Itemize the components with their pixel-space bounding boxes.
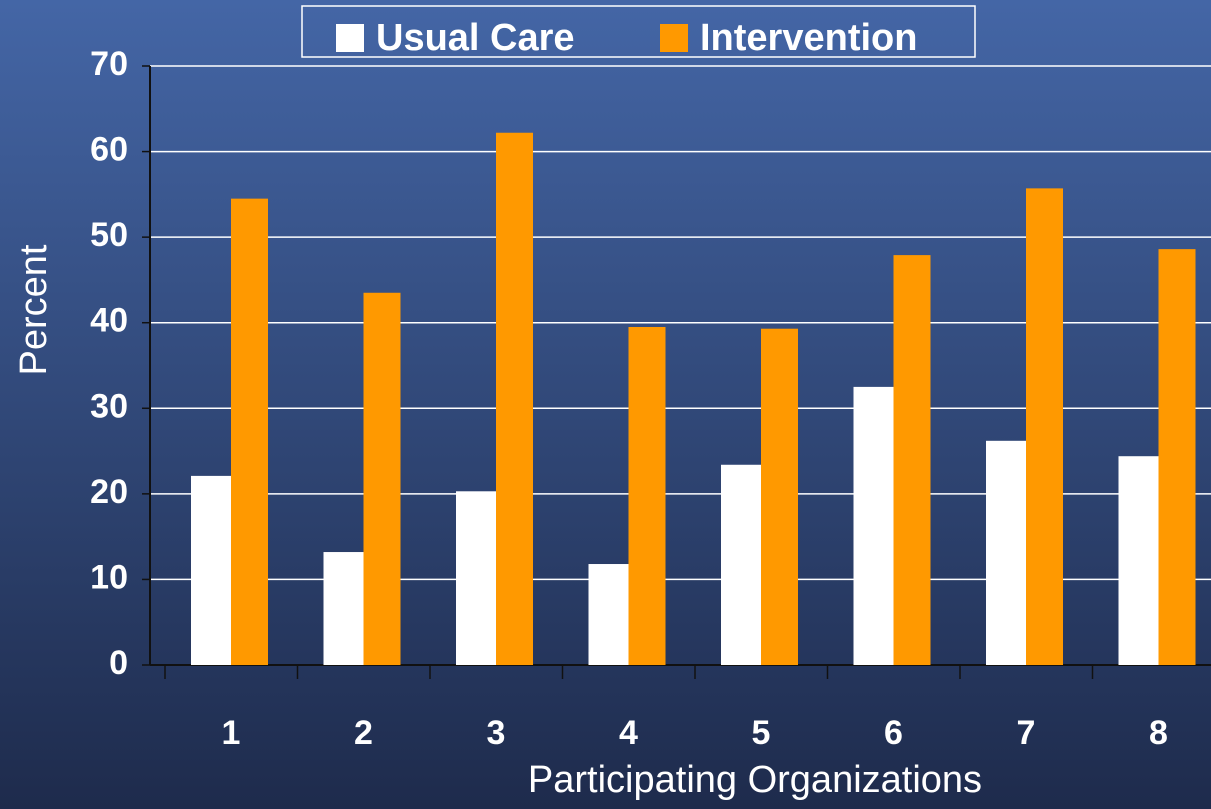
bar [496, 132, 533, 665]
y-tick-label: 30 [90, 387, 128, 425]
y-tick-label: 60 [90, 131, 128, 169]
bar [363, 292, 401, 665]
x-tick-label: 2 [354, 714, 373, 752]
y-tick-label: 20 [90, 473, 128, 511]
bar [853, 386, 894, 665]
bar [761, 328, 798, 665]
bar [456, 491, 496, 665]
bar [1158, 249, 1196, 665]
y-tick-label: 70 [90, 45, 128, 83]
bar [721, 464, 761, 665]
legend-box [301, 5, 976, 58]
bar [893, 255, 931, 665]
x-tick-label: 1 [222, 714, 241, 752]
x-tick-label: 8 [1149, 714, 1168, 752]
bar [986, 440, 1026, 665]
legend-swatch [660, 24, 688, 52]
bar [628, 326, 666, 665]
y-tick-label: 50 [90, 216, 128, 254]
x-axis-label: Participating Organizations [528, 759, 982, 801]
x-tick-label: 4 [619, 714, 638, 752]
x-tick-label: 5 [752, 714, 771, 752]
x-tick-label: 7 [1017, 714, 1036, 752]
bar [191, 475, 231, 665]
legend-swatch [336, 24, 364, 52]
x-tick-label: 6 [884, 714, 903, 752]
legend-label: Intervention [700, 17, 917, 59]
x-tick-label: 3 [487, 714, 506, 752]
bar [588, 564, 629, 665]
y-axis-label: Percent [13, 244, 55, 375]
y-tick-label: 0 [109, 644, 128, 682]
legend-label: Usual Care [376, 17, 575, 59]
y-tick-label: 10 [90, 558, 128, 596]
bar [1026, 188, 1063, 666]
bar [231, 198, 268, 665]
y-tick-label: 40 [90, 302, 128, 340]
bar [323, 552, 364, 665]
bar [1118, 456, 1159, 665]
